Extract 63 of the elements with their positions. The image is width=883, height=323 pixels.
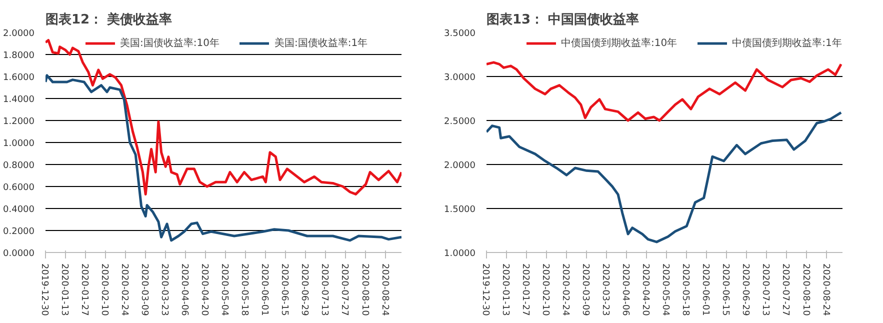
x-tick-label: 2020-03-09: [139, 264, 150, 316]
y-tick-label: 2.5000: [444, 117, 476, 127]
legend-label: 中债国债到期收益率:1年: [732, 36, 842, 50]
legend-label: 美国:国债收益率:10年: [120, 36, 220, 50]
chart-title: 图表13： 中国国债收益率: [486, 12, 640, 28]
y-tick-label: 0.8000: [3, 161, 35, 171]
y-tick-label: 0.6000: [3, 183, 35, 193]
x-tick-label: 2020-04-06: [179, 264, 190, 316]
y-tick-label: 2.0000: [3, 29, 35, 39]
legend-label: 美国:国债收益率:1年: [274, 36, 368, 50]
chart-title: 图表12： 美债收益率: [46, 12, 172, 28]
x-tick-label: 2020-04-20: [640, 264, 650, 316]
x-tick-label: 2020-02-24: [560, 264, 570, 316]
x-tick-label: 2020-06-29: [299, 264, 310, 316]
x-tick-label: 2020-01-27: [79, 264, 90, 316]
line-series: [46, 38, 402, 196]
line-series: [486, 111, 842, 244]
x-tick-label: 2020-05-18: [239, 264, 250, 316]
y-tick-label: 1.5000: [444, 205, 476, 215]
y-tick-label: 1.4000: [3, 95, 35, 105]
x-tick-label: 2020-08-24: [379, 264, 390, 316]
legend-label: 中债国债到期收益率:10年: [561, 36, 678, 50]
y-tick-label: 0.0000: [3, 249, 35, 259]
x-tick-label: 2020-01-13: [59, 264, 70, 316]
x-tick-label: 2020-05-18: [680, 264, 690, 316]
line-series: [46, 74, 402, 242]
x-tick-label: 2020-08-24: [820, 264, 830, 316]
x-tick-label: 2019-12-30: [480, 264, 490, 316]
line-series: [486, 61, 842, 122]
x-tick-label: 2020-03-23: [600, 264, 610, 316]
x-tick-label: 2020-03-23: [159, 264, 170, 316]
x-tick-label: 2020-06-15: [279, 264, 290, 316]
x-tick-label: 2020-06-01: [259, 264, 270, 316]
x-tick-label: 2020-04-20: [199, 264, 210, 316]
x-tick-label: 2020-07-27: [780, 264, 790, 316]
x-tick-label: 2020-05-04: [660, 264, 670, 316]
x-tick-label: 2020-02-10: [540, 264, 550, 316]
x-tick-label: 2020-07-13: [760, 264, 770, 316]
y-tick-label: 1.8000: [3, 51, 35, 61]
y-tick-label: 0.4000: [3, 205, 35, 215]
x-tick-label: 2019-12-30: [39, 264, 49, 316]
x-tick-label: 2020-06-15: [720, 264, 730, 316]
y-tick-label: 3.5000: [444, 29, 476, 39]
x-tick-label: 2020-02-10: [99, 264, 110, 316]
x-tick-label: 2020-03-09: [580, 264, 590, 316]
x-tick-label: 2020-07-27: [339, 264, 350, 316]
x-tick-label: 2020-07-13: [319, 264, 330, 316]
y-tick-label: 2.0000: [444, 161, 476, 171]
x-tick-label: 2020-06-01: [700, 264, 710, 316]
y-tick-label: 1.2000: [3, 117, 35, 127]
x-tick-label: 2020-06-29: [740, 264, 750, 316]
y-tick-label: 1.0000: [3, 139, 35, 149]
x-tick-label: 2020-02-24: [119, 264, 130, 316]
x-tick-label: 2020-04-06: [620, 264, 630, 316]
x-tick-label: 2020-08-10: [800, 264, 810, 316]
y-tick-label: 1.0000: [444, 249, 476, 259]
y-tick-label: 0.2000: [3, 227, 35, 237]
x-tick-label: 2020-08-10: [359, 264, 370, 316]
y-tick-label: 3.0000: [444, 73, 476, 83]
x-tick-label: 2020-01-27: [520, 264, 530, 316]
x-tick-label: 2020-05-04: [219, 264, 230, 316]
y-tick-label: 1.6000: [3, 73, 35, 83]
x-tick-label: 2020-01-13: [500, 264, 510, 316]
